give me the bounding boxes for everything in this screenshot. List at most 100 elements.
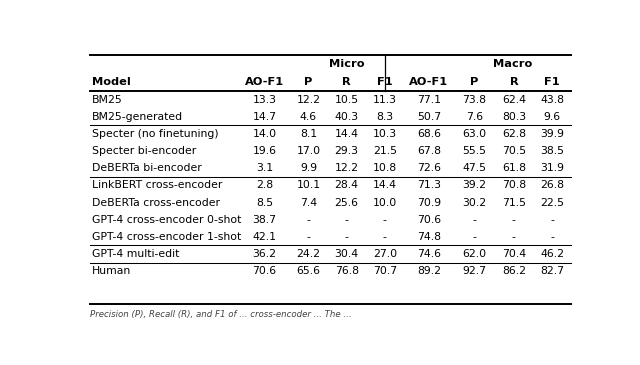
Text: 38.7: 38.7 xyxy=(252,215,276,225)
Text: 77.1: 77.1 xyxy=(417,95,441,105)
Text: 14.4: 14.4 xyxy=(372,180,397,191)
Text: -: - xyxy=(472,232,476,242)
Text: DeBERTa cross-encoder: DeBERTa cross-encoder xyxy=(92,197,220,208)
Text: 40.3: 40.3 xyxy=(335,112,358,122)
Text: F1: F1 xyxy=(377,77,392,87)
Text: -: - xyxy=(307,215,310,225)
Text: Model: Model xyxy=(92,77,131,87)
Text: Precision (P), Recall (R), and F1 of ... cross-encoder ... The ...: Precision (P), Recall (R), and F1 of ...… xyxy=(90,310,351,319)
Text: 70.4: 70.4 xyxy=(502,249,526,259)
Text: 8.5: 8.5 xyxy=(256,197,273,208)
Text: 7.6: 7.6 xyxy=(466,112,483,122)
Text: R: R xyxy=(342,77,351,87)
Text: -: - xyxy=(383,232,387,242)
Text: -: - xyxy=(512,232,516,242)
Text: F1: F1 xyxy=(544,77,560,87)
Text: 68.6: 68.6 xyxy=(417,129,441,139)
Text: -: - xyxy=(345,215,349,225)
Text: Specter bi-encoder: Specter bi-encoder xyxy=(92,146,196,156)
Text: 70.9: 70.9 xyxy=(417,197,441,208)
Text: 55.5: 55.5 xyxy=(462,146,486,156)
Text: 25.6: 25.6 xyxy=(335,197,358,208)
Text: 17.0: 17.0 xyxy=(296,146,321,156)
Text: Micro: Micro xyxy=(329,59,364,69)
Text: 2.8: 2.8 xyxy=(256,180,273,191)
Text: 10.8: 10.8 xyxy=(372,163,397,173)
Text: Macro: Macro xyxy=(493,59,532,69)
Text: 10.3: 10.3 xyxy=(372,129,397,139)
Text: 47.5: 47.5 xyxy=(462,163,486,173)
Text: AO-F1: AO-F1 xyxy=(409,77,449,87)
Text: 12.2: 12.2 xyxy=(335,163,358,173)
Text: 62.8: 62.8 xyxy=(502,129,526,139)
Text: -: - xyxy=(472,215,476,225)
Text: -: - xyxy=(345,232,349,242)
Text: 62.4: 62.4 xyxy=(502,95,526,105)
Text: 74.8: 74.8 xyxy=(417,232,441,242)
Text: 65.6: 65.6 xyxy=(296,266,321,276)
Text: 21.5: 21.5 xyxy=(372,146,397,156)
Text: 30.2: 30.2 xyxy=(462,197,486,208)
Text: 14.4: 14.4 xyxy=(335,129,358,139)
Text: 28.4: 28.4 xyxy=(335,180,358,191)
Text: 76.8: 76.8 xyxy=(335,266,358,276)
Text: R: R xyxy=(509,77,518,87)
Text: 14.0: 14.0 xyxy=(252,129,276,139)
Text: 72.6: 72.6 xyxy=(417,163,441,173)
Text: 70.8: 70.8 xyxy=(502,180,526,191)
Text: 10.1: 10.1 xyxy=(296,180,321,191)
Text: -: - xyxy=(383,215,387,225)
Text: 63.0: 63.0 xyxy=(462,129,486,139)
Text: AO-F1: AO-F1 xyxy=(245,77,284,87)
Text: 50.7: 50.7 xyxy=(417,112,441,122)
Text: 43.8: 43.8 xyxy=(540,95,564,105)
Text: 70.6: 70.6 xyxy=(252,266,276,276)
Text: 26.8: 26.8 xyxy=(540,180,564,191)
Text: P: P xyxy=(470,77,479,87)
Text: 42.1: 42.1 xyxy=(252,232,276,242)
Text: Human: Human xyxy=(92,266,131,276)
Text: 4.6: 4.6 xyxy=(300,112,317,122)
Text: 3.1: 3.1 xyxy=(256,163,273,173)
Text: -: - xyxy=(550,232,554,242)
Text: 67.8: 67.8 xyxy=(417,146,441,156)
Text: 9.9: 9.9 xyxy=(300,163,317,173)
Text: 10.0: 10.0 xyxy=(372,197,397,208)
Text: 7.4: 7.4 xyxy=(300,197,317,208)
Text: 29.3: 29.3 xyxy=(335,146,358,156)
Text: 62.0: 62.0 xyxy=(462,249,486,259)
Text: 11.3: 11.3 xyxy=(372,95,397,105)
Text: GPT-4 cross-encoder 1-shot: GPT-4 cross-encoder 1-shot xyxy=(92,232,241,242)
Text: Specter (no finetuning): Specter (no finetuning) xyxy=(92,129,218,139)
Text: BM25: BM25 xyxy=(92,95,123,105)
Text: 8.3: 8.3 xyxy=(376,112,394,122)
Text: -: - xyxy=(307,232,310,242)
Text: 46.2: 46.2 xyxy=(540,249,564,259)
Text: DeBERTa bi-encoder: DeBERTa bi-encoder xyxy=(92,163,202,173)
Text: LinkBERT cross-encoder: LinkBERT cross-encoder xyxy=(92,180,222,191)
Text: 10.5: 10.5 xyxy=(335,95,358,105)
Text: 38.5: 38.5 xyxy=(540,146,564,156)
Text: 22.5: 22.5 xyxy=(540,197,564,208)
Text: 24.2: 24.2 xyxy=(296,249,321,259)
Text: 82.7: 82.7 xyxy=(540,266,564,276)
Text: 86.2: 86.2 xyxy=(502,266,526,276)
Text: 74.6: 74.6 xyxy=(417,249,441,259)
Text: GPT-4 multi-edit: GPT-4 multi-edit xyxy=(92,249,179,259)
Text: 9.6: 9.6 xyxy=(543,112,561,122)
Text: 39.2: 39.2 xyxy=(462,180,486,191)
Text: 27.0: 27.0 xyxy=(372,249,397,259)
Text: -: - xyxy=(512,215,516,225)
Text: P: P xyxy=(304,77,313,87)
Text: 19.6: 19.6 xyxy=(252,146,276,156)
Text: 36.2: 36.2 xyxy=(252,249,276,259)
Text: 71.5: 71.5 xyxy=(502,197,526,208)
Text: 70.6: 70.6 xyxy=(417,215,441,225)
Text: 14.7: 14.7 xyxy=(252,112,276,122)
Text: -: - xyxy=(550,215,554,225)
Text: 70.7: 70.7 xyxy=(372,266,397,276)
Text: 12.2: 12.2 xyxy=(296,95,321,105)
Text: 30.4: 30.4 xyxy=(335,249,358,259)
Text: 80.3: 80.3 xyxy=(502,112,526,122)
Text: 92.7: 92.7 xyxy=(462,266,486,276)
